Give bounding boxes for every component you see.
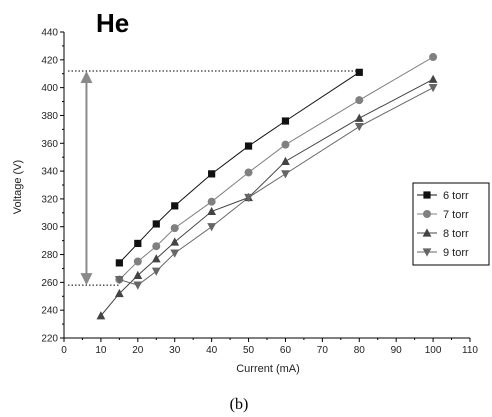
y-tick-label: 400 xyxy=(41,83,58,94)
y-tick-label: 440 xyxy=(41,28,58,39)
figure-caption: (b) xyxy=(230,396,249,413)
data-point xyxy=(244,168,253,177)
data-point xyxy=(133,270,143,280)
data-point xyxy=(354,122,364,132)
x-tick-label: 100 xyxy=(425,345,442,356)
x-axis-label: Current (mA) xyxy=(236,363,300,375)
x-tick-label: 60 xyxy=(280,345,292,356)
legend-label: 7 torr xyxy=(443,209,469,221)
legend-marker xyxy=(422,228,432,237)
legend-marker xyxy=(423,210,431,218)
series-line xyxy=(119,71,360,264)
legend-marker xyxy=(423,191,431,199)
data-point xyxy=(281,156,290,165)
series-4 xyxy=(114,84,438,290)
x-tick-label: 50 xyxy=(243,345,255,356)
data-point xyxy=(244,193,253,203)
series-1 xyxy=(115,68,363,267)
range-arrow-head-top xyxy=(80,70,93,83)
plot-frame: 0 10 20 30 40 50 60 70 80 90 100 110 220 240 260 280 300… xyxy=(41,28,478,357)
x-tick-label: 80 xyxy=(354,345,366,356)
y-tick-label: 240 xyxy=(41,306,58,317)
data-point xyxy=(170,237,180,246)
x-tick-label: 10 xyxy=(95,345,107,356)
legend-label: 9 torr xyxy=(443,247,469,259)
data-point xyxy=(133,257,142,266)
y-tick-label: 380 xyxy=(41,111,58,122)
data-point xyxy=(114,288,124,298)
data-point xyxy=(170,249,180,258)
legend-label: 6 torr xyxy=(443,190,469,202)
series-line xyxy=(119,56,434,280)
series-line xyxy=(100,78,434,317)
x-tick-label: 40 xyxy=(206,345,218,356)
data-point xyxy=(152,242,161,251)
y-tick-label: 340 xyxy=(41,167,58,178)
x-tick-label: 20 xyxy=(132,345,144,356)
data-point xyxy=(281,140,290,149)
legend: 6 torr 7 torr 8 torr 9 torr xyxy=(412,182,490,266)
data-point xyxy=(355,68,363,76)
range-arrow-head-bottom xyxy=(80,273,93,286)
data-point xyxy=(170,224,179,233)
y-tick-label: 420 xyxy=(41,55,58,66)
data-point xyxy=(354,113,364,122)
data-point xyxy=(281,117,290,125)
data-point xyxy=(244,142,253,150)
series-3 xyxy=(96,74,438,320)
x-tick-label: 70 xyxy=(317,345,329,356)
y-axis-label: Voltage (V) xyxy=(12,160,24,214)
x-tick-label: 90 xyxy=(391,345,403,356)
x-tick-label: 110 xyxy=(462,345,478,356)
x-tick-label: 30 xyxy=(169,345,181,356)
data-point xyxy=(152,220,160,228)
data-point xyxy=(207,197,216,206)
series-2 xyxy=(115,53,438,284)
y-tick-label: 320 xyxy=(41,194,58,205)
data-point xyxy=(115,259,123,267)
data-point xyxy=(355,96,364,105)
y-tick-label: 360 xyxy=(41,139,58,150)
data-point xyxy=(281,170,290,179)
data-point xyxy=(207,223,217,232)
legend-label: 8 torr xyxy=(443,228,469,240)
data-point xyxy=(151,267,161,276)
data-point xyxy=(429,53,438,62)
data-point xyxy=(133,281,143,290)
series-layer xyxy=(96,53,438,320)
data-point xyxy=(96,311,106,320)
y-tick-label: 260 xyxy=(41,278,58,289)
data-point xyxy=(428,74,438,83)
data-point xyxy=(428,84,438,93)
y-tick-label: 300 xyxy=(41,222,58,233)
series-line xyxy=(119,87,434,286)
data-point xyxy=(114,275,124,285)
data-point xyxy=(207,206,217,216)
y-tick-label: 280 xyxy=(41,250,58,261)
x-tick-label: 0 xyxy=(61,345,67,356)
y-tick-label: 220 xyxy=(41,334,58,345)
data-point xyxy=(208,170,216,178)
data-point xyxy=(171,202,179,210)
legend-marker xyxy=(422,248,432,257)
annotations xyxy=(68,70,360,286)
data-point xyxy=(151,254,161,263)
chart-title: He xyxy=(96,8,129,38)
data-point xyxy=(134,239,142,248)
